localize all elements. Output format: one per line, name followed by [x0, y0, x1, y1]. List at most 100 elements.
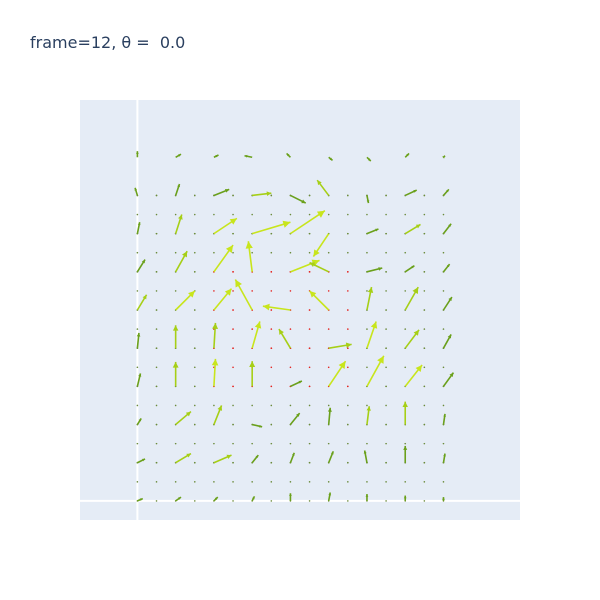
vector-head — [296, 413, 300, 417]
grid-dot — [193, 194, 196, 197]
vector-head — [142, 294, 147, 300]
grid-dot — [385, 461, 387, 464]
grid-dot — [347, 442, 349, 445]
grid-dot — [136, 213, 139, 216]
grid-dot — [232, 500, 234, 502]
grid-dot — [308, 194, 311, 197]
vector-head — [327, 407, 332, 412]
grid-dot — [404, 328, 407, 330]
grid-dot — [232, 309, 234, 311]
vector-head — [413, 189, 417, 193]
vector-head — [134, 187, 138, 191]
grid-dot — [193, 213, 196, 216]
grid-dot — [423, 328, 426, 330]
grid-dot — [327, 404, 330, 407]
grid-dot — [347, 481, 349, 483]
grid-dot — [385, 347, 387, 349]
grid-dot — [385, 328, 387, 330]
grid-dot — [327, 290, 330, 292]
grid-dot — [155, 290, 158, 292]
grid-dot — [155, 500, 158, 502]
vector-head — [301, 199, 306, 204]
grid-dot — [155, 213, 158, 216]
vector-head — [224, 188, 230, 193]
grid-dot — [136, 404, 139, 407]
grid-dot — [270, 461, 273, 464]
grid-dot — [193, 385, 196, 388]
grid-dot — [213, 213, 215, 216]
plot-marks — [80, 100, 520, 520]
vector-head — [254, 321, 262, 329]
grid-dot — [193, 347, 196, 349]
grid-dot — [136, 366, 139, 369]
grid-dot — [251, 442, 253, 445]
grid-dot — [308, 271, 311, 273]
vector-head — [367, 158, 371, 162]
grid-dot — [347, 461, 349, 464]
vector-head — [229, 218, 237, 225]
grid-dot — [136, 328, 139, 330]
vector-head — [249, 361, 256, 368]
grid-dot — [251, 481, 253, 483]
vector-head — [215, 154, 219, 158]
grid-dot — [308, 385, 311, 388]
vector-head — [266, 191, 272, 196]
grid-dot — [327, 481, 330, 483]
grid-dot — [442, 404, 445, 407]
grid-dot — [423, 290, 426, 292]
vector-head — [367, 287, 374, 293]
grid-dot — [155, 251, 158, 254]
vector-head — [345, 342, 352, 348]
vector-head — [403, 445, 408, 450]
grid-dot — [366, 328, 368, 330]
grid-dot — [232, 404, 234, 407]
grid-dot — [385, 194, 387, 197]
grid-dot — [232, 461, 234, 464]
vector-head — [255, 455, 259, 459]
vector-head — [313, 249, 320, 257]
vector-head — [415, 364, 423, 372]
grid-dot — [155, 232, 158, 235]
vector-head — [262, 303, 270, 311]
grid-dot — [232, 213, 234, 216]
grid-dot — [423, 385, 426, 388]
grid-dot — [232, 290, 234, 292]
grid-dot — [270, 481, 273, 483]
vector-head — [136, 332, 141, 337]
grid-dot — [347, 232, 349, 235]
grid-dot — [442, 290, 445, 292]
grid-dot — [155, 194, 158, 197]
grid-dot — [308, 328, 311, 330]
grid-dot — [366, 251, 368, 254]
vector-head — [403, 495, 407, 499]
grid-dot — [347, 251, 349, 254]
grid-dot — [270, 290, 273, 292]
grid-dot — [232, 442, 234, 445]
grid-dot — [385, 290, 387, 292]
vector-head — [317, 180, 322, 186]
grid-dot — [385, 213, 387, 216]
grid-dot — [442, 213, 445, 216]
grid-dot — [347, 423, 349, 426]
vector-head — [141, 259, 146, 264]
grid-dot — [404, 213, 407, 216]
grid-dot — [136, 251, 139, 254]
vector-head — [252, 496, 255, 500]
grid-dot — [251, 404, 253, 407]
grid-dot — [423, 481, 426, 483]
grid-dot — [385, 404, 387, 407]
grid-dot — [347, 290, 349, 292]
vector-head — [328, 492, 332, 496]
vector-head — [178, 214, 183, 220]
grid-dot — [385, 366, 387, 369]
vector-head — [365, 494, 369, 497]
grid-dot — [327, 442, 330, 445]
grid-dot — [404, 366, 407, 369]
grid-dot — [308, 461, 311, 464]
grid-dot — [347, 194, 349, 197]
vector-head — [298, 380, 302, 384]
vector-head — [338, 361, 346, 370]
vector-head — [188, 290, 195, 298]
vector-head — [224, 288, 232, 296]
